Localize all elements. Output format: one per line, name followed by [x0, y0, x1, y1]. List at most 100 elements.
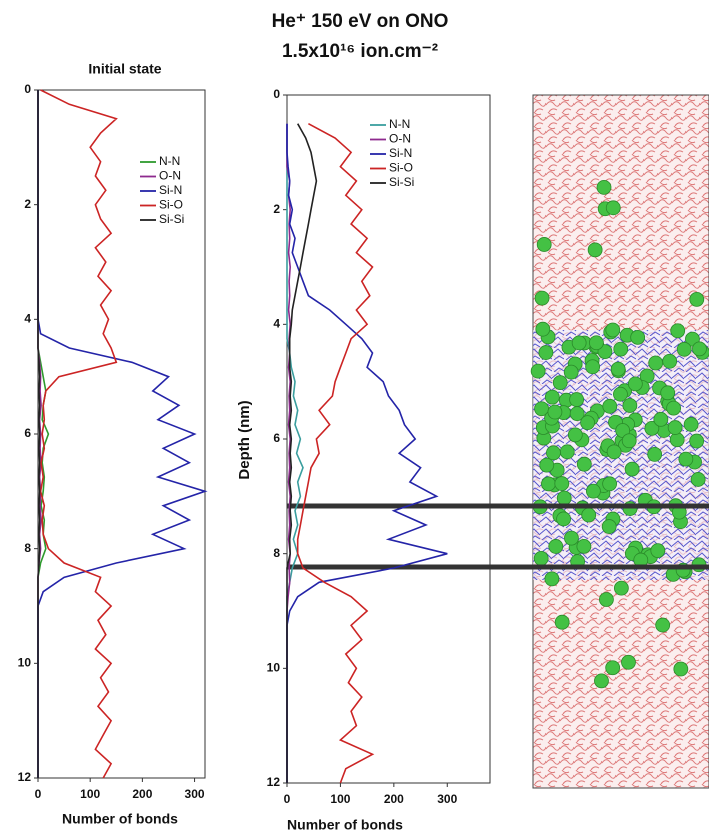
- legend-label: Si-N: [389, 146, 412, 160]
- atom: [601, 519, 617, 534]
- atom: [689, 433, 705, 449]
- x-tick-label: 0: [284, 792, 291, 806]
- series-line: [37, 90, 41, 778]
- atom: [563, 364, 579, 380]
- atom: [544, 571, 560, 587]
- series-line: [286, 123, 448, 783]
- simulation-image: [530, 94, 709, 789]
- atom: [605, 200, 621, 216]
- atom: [605, 322, 621, 338]
- atom: [650, 543, 666, 559]
- atom: [613, 580, 629, 596]
- atom: [596, 179, 612, 195]
- x-tick-label: 200: [132, 787, 152, 801]
- legend-label: Si-O: [389, 161, 413, 175]
- atom: [621, 654, 636, 670]
- figure-title: He⁺ 150 eV on ONO: [272, 11, 449, 32]
- atom: [670, 323, 686, 339]
- atom: [610, 361, 626, 377]
- x-tick-label: 0: [35, 787, 42, 801]
- y-tick-label: 8: [24, 541, 31, 555]
- atom: [569, 406, 585, 421]
- atom: [692, 341, 707, 357]
- atom: [678, 451, 694, 467]
- y-tick-label: 10: [18, 656, 32, 670]
- atom: [587, 242, 603, 258]
- atom: [683, 417, 699, 432]
- atom: [669, 432, 685, 448]
- legend-label: N-N: [159, 154, 180, 168]
- atom: [571, 335, 587, 351]
- x-tick-label: 100: [330, 792, 350, 806]
- atom: [546, 445, 561, 461]
- x-tick-label: 200: [384, 792, 404, 806]
- atom: [535, 321, 551, 337]
- atom: [564, 530, 579, 546]
- atom: [690, 472, 706, 487]
- series-line: [286, 123, 318, 783]
- figure-subtitle: 1.5x10¹⁶ ion.cm⁻²: [282, 41, 438, 62]
- atom: [647, 447, 663, 462]
- atom: [673, 661, 689, 677]
- atom: [544, 389, 560, 405]
- atom: [602, 476, 618, 492]
- atom: [662, 353, 678, 369]
- legend-label: Si-N: [159, 183, 182, 197]
- atoms: [530, 179, 709, 689]
- series-line: [39, 89, 118, 779]
- atom: [539, 457, 555, 473]
- x-axis-label: Number of bonds: [287, 817, 403, 833]
- atom: [552, 375, 568, 391]
- atom: [602, 398, 618, 414]
- chart-title: Initial state: [88, 61, 161, 77]
- atom: [585, 359, 601, 375]
- atom: [655, 617, 671, 633]
- atom: [622, 398, 638, 413]
- atom: [536, 237, 552, 252]
- y-tick-label: 12: [18, 770, 32, 784]
- atom: [588, 335, 604, 351]
- x-tick-label: 100: [80, 787, 100, 801]
- atom: [689, 291, 705, 307]
- atom: [538, 345, 554, 360]
- atom: [676, 341, 692, 357]
- y-tick-label: 2: [24, 197, 31, 211]
- atom: [613, 386, 628, 402]
- legend-label: O-N: [159, 169, 181, 183]
- atom: [548, 539, 564, 554]
- atom: [580, 415, 595, 431]
- atom: [627, 376, 643, 392]
- atom: [556, 511, 571, 527]
- y-tick-label: 6: [24, 426, 31, 440]
- y-tick-label: 6: [273, 431, 280, 445]
- atom: [599, 592, 614, 607]
- atom: [533, 551, 549, 566]
- atom: [630, 329, 646, 345]
- atom: [660, 385, 676, 401]
- y-tick-label: 0: [273, 87, 280, 101]
- y-tick-label: 4: [273, 317, 280, 331]
- legend-label: Si-Si: [159, 212, 184, 226]
- atom: [534, 290, 550, 306]
- atom: [541, 476, 556, 492]
- y-tick-label: 0: [24, 82, 31, 96]
- atom: [569, 392, 585, 407]
- atom: [547, 404, 563, 420]
- atom: [581, 507, 597, 523]
- atom: [605, 660, 621, 676]
- legend-label: N-N: [389, 117, 410, 131]
- y-axis-label: Depth (nm): [236, 400, 253, 479]
- atom: [585, 483, 601, 499]
- y-tick-label: 4: [24, 312, 31, 326]
- x-tick-label: 300: [437, 792, 457, 806]
- atom: [594, 673, 609, 689]
- atom: [554, 614, 570, 630]
- atom: [667, 420, 683, 435]
- atom: [621, 433, 637, 449]
- atom: [530, 363, 546, 379]
- atom: [624, 461, 640, 477]
- atom: [576, 538, 592, 554]
- atom: [644, 420, 660, 436]
- x-tick-label: 300: [185, 787, 205, 801]
